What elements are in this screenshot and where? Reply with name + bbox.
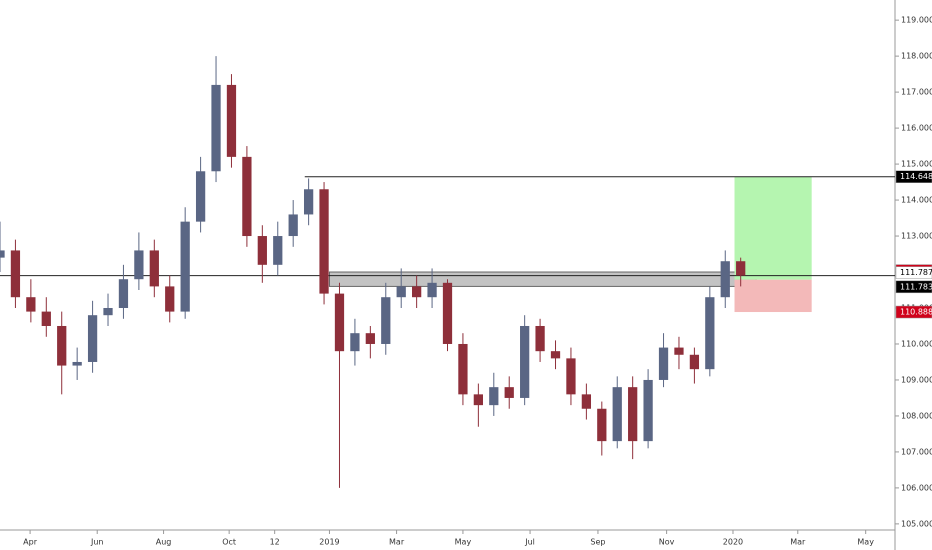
candle-body xyxy=(442,282,453,344)
candle-body xyxy=(41,311,51,326)
candle-body xyxy=(257,236,267,265)
candle-body xyxy=(396,286,406,298)
y-tick-label: 110.000 xyxy=(901,339,932,348)
x-tick-label: 2019 xyxy=(319,538,339,547)
candle-body xyxy=(597,408,607,442)
candle-body xyxy=(149,250,159,287)
stop-zone xyxy=(734,279,812,313)
candle-body xyxy=(705,297,715,370)
x-tick-label: 12 xyxy=(270,538,280,547)
candle-body xyxy=(628,387,638,442)
y-tick-label: 113.000 xyxy=(901,232,932,241)
price-label: 111.783 xyxy=(900,282,932,291)
candle-body xyxy=(535,325,545,352)
price-label: 110.888 xyxy=(900,308,932,317)
x-tick-label: Jul xyxy=(524,538,535,547)
y-tick-label: 119.000 xyxy=(901,16,932,25)
y-tick-label: 109.000 xyxy=(901,375,932,384)
candle-body xyxy=(226,84,237,157)
candle-body xyxy=(0,250,5,258)
candle-body xyxy=(103,307,113,316)
candle-body xyxy=(319,189,329,294)
x-tick-label: Apr xyxy=(23,538,38,547)
candle-body xyxy=(10,250,21,298)
candle-body xyxy=(72,361,82,366)
candle-body xyxy=(26,297,36,312)
price-label-bg xyxy=(895,266,932,279)
candle-body xyxy=(365,333,375,344)
y-tick-label: 106.000 xyxy=(901,483,932,492)
candle-body xyxy=(658,347,669,380)
candle-body xyxy=(87,315,98,362)
candle-body xyxy=(334,293,345,352)
y-tick-label: 108.000 xyxy=(901,411,932,420)
candle-body xyxy=(473,394,483,406)
candle-body xyxy=(643,379,653,442)
candle-body xyxy=(489,387,499,406)
candle-body xyxy=(195,171,206,222)
candle-body xyxy=(520,325,530,398)
candle-body xyxy=(180,221,190,312)
x-tick-label: Sep xyxy=(590,538,605,547)
y-tick-label: 118.000 xyxy=(901,52,932,61)
x-tick-label: Jun xyxy=(90,538,104,547)
zone xyxy=(328,271,757,287)
candle-body xyxy=(303,189,314,215)
candle-body xyxy=(242,156,252,237)
x-tick-label: Mar xyxy=(389,538,405,547)
y-tick-label: 117.000 xyxy=(901,88,932,97)
candle-body xyxy=(458,343,468,395)
price-label: 111.787 xyxy=(900,268,932,277)
candle-body xyxy=(118,279,129,308)
x-tick-label: May xyxy=(857,538,874,547)
candle-body xyxy=(550,351,561,359)
y-tick-label: 105.000 xyxy=(901,519,932,528)
candle-body xyxy=(504,387,514,398)
x-tick-label: Mar xyxy=(790,538,806,547)
candle-body xyxy=(674,347,684,355)
x-tick-label: 2020 xyxy=(723,538,743,547)
candle-body xyxy=(427,282,437,298)
candle-body xyxy=(134,250,144,280)
y-tick-label: 107.000 xyxy=(901,447,932,456)
candle-body xyxy=(736,261,746,276)
candle-body xyxy=(689,354,700,370)
candle-body xyxy=(211,84,221,172)
x-tick-label: Nov xyxy=(659,538,675,547)
candle-body xyxy=(566,358,576,395)
x-tick-label: Aug xyxy=(156,538,172,547)
y-tick-label: 115.000 xyxy=(901,160,932,169)
candle-body xyxy=(720,261,730,298)
candle-body xyxy=(350,333,360,352)
price-label: 114.648 xyxy=(900,172,932,181)
candle-body xyxy=(381,297,391,344)
candle-body xyxy=(612,387,622,442)
price-label-bg xyxy=(895,305,932,319)
candle-body xyxy=(57,325,67,366)
candle-body xyxy=(412,286,422,298)
y-tick-label: 116.000 xyxy=(901,124,932,133)
target-zone xyxy=(734,176,812,280)
candle-body xyxy=(288,214,298,237)
price-label-bg xyxy=(895,170,932,183)
price-label-bg xyxy=(895,280,932,294)
candle-body xyxy=(581,394,592,409)
x-tick-label: May xyxy=(455,538,472,547)
y-tick-label: 114.000 xyxy=(901,196,932,205)
candle-body xyxy=(165,286,175,312)
x-tick-label: Oct xyxy=(222,538,236,547)
candle-body xyxy=(273,236,283,265)
